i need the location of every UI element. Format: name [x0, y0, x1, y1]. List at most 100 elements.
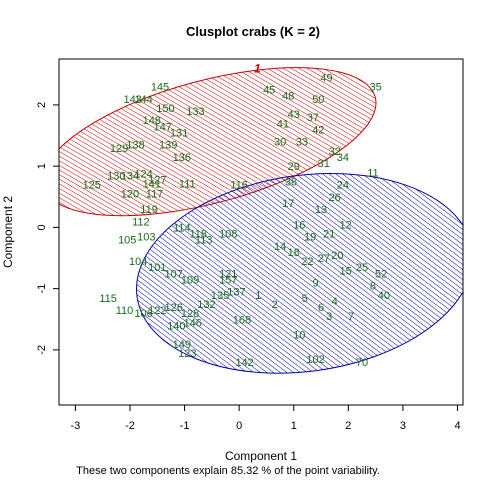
point-label: 127	[148, 175, 166, 187]
point-label: 139	[159, 140, 177, 152]
point-label: 48	[282, 91, 294, 103]
point-label: 110	[116, 305, 134, 317]
point-label: 8	[370, 281, 376, 293]
point-label: 138	[126, 140, 144, 152]
point-label: 123	[178, 348, 196, 360]
x-axis-label: Component 1	[225, 449, 297, 463]
cluster-2-ellipse	[136, 172, 463, 374]
point-label: 17	[282, 198, 294, 210]
point-label: 33	[296, 137, 308, 149]
point-label: 116	[230, 180, 248, 192]
point-label: 109	[181, 274, 199, 286]
x-tick-label: 3	[400, 420, 406, 432]
point-label: 34	[337, 152, 349, 164]
point-label: 143	[124, 94, 142, 106]
point-label: 4	[332, 296, 338, 308]
x-tick-label: 2	[345, 420, 351, 432]
point-label: 113	[195, 235, 213, 247]
point-label: 118	[189, 229, 207, 241]
point-label: 40	[378, 290, 390, 302]
point-label: 19	[304, 232, 316, 244]
y-axis-label: Component 2	[1, 196, 15, 268]
y-tick-label: 1	[36, 163, 48, 169]
point-label: 25	[356, 262, 368, 274]
point-label: 11	[367, 167, 378, 179]
point-label: 9	[313, 278, 319, 290]
x-tick-label: 4	[454, 420, 460, 432]
point-label: 16	[293, 219, 305, 231]
point-label: 107	[164, 268, 182, 280]
y-tick-label: 0	[36, 224, 48, 230]
point-label: 125	[83, 180, 101, 192]
point-label: 18	[288, 247, 300, 259]
point-label: 49	[320, 72, 332, 84]
point-label: 147	[154, 121, 172, 133]
point-label: 115	[99, 293, 117, 305]
point-label: 124	[134, 169, 152, 181]
point-label: 137	[227, 287, 245, 299]
x-tick-label: -2	[125, 420, 135, 432]
point-label: 108	[219, 229, 237, 241]
point-label: 35	[370, 82, 382, 94]
point-label: 101	[148, 262, 166, 274]
x-tick-label: 0	[236, 420, 242, 432]
x-tick-label: -1	[180, 420, 190, 432]
point-label: 50	[312, 94, 324, 106]
chart-title: Clusplot crabs (K = 2)	[186, 24, 320, 39]
point-label: 14	[274, 241, 286, 253]
point-label: 106	[134, 308, 152, 320]
point-label: 10	[293, 330, 305, 342]
point-label: 41	[277, 118, 289, 130]
point-label: 22	[301, 256, 313, 268]
point-label: 7	[348, 311, 354, 323]
point-label: 117	[146, 189, 164, 201]
point-label: 122	[148, 305, 166, 317]
point-label: 114	[173, 222, 191, 234]
point-label: 135	[211, 290, 229, 302]
point-label: 146	[184, 317, 202, 329]
point-label: 2	[272, 299, 278, 311]
point-label: 37	[307, 112, 319, 124]
plot-frame	[58, 58, 464, 406]
point-label: 149	[173, 339, 191, 351]
point-label: 112	[132, 216, 150, 228]
point-label: 13	[315, 204, 327, 216]
point-label: 136	[173, 152, 191, 164]
point-label: 21	[323, 229, 335, 241]
cluster-1-label: 1	[254, 61, 261, 75]
point-label: 5	[302, 293, 308, 305]
point-label: 157	[219, 274, 237, 286]
point-label: 133	[186, 106, 204, 118]
point-label: 24	[337, 180, 349, 192]
point-label: 148	[143, 115, 161, 127]
point-label: 121	[219, 268, 237, 280]
point-label: 30	[274, 137, 286, 149]
point-label: 129	[110, 143, 128, 155]
point-label: 168	[233, 314, 251, 326]
point-label: 104	[129, 256, 147, 268]
point-label: 6	[318, 302, 324, 314]
point-label: 131	[170, 127, 188, 139]
point-label: 130	[107, 170, 125, 182]
point-label: 38	[285, 176, 297, 188]
point-label: 140	[167, 320, 185, 332]
point-label: 15	[339, 265, 351, 277]
point-label: 126	[164, 302, 182, 314]
point-label: 141	[143, 178, 161, 190]
point-label: 26	[329, 192, 341, 204]
x-tick-label: -3	[70, 420, 80, 432]
point-label: 20	[331, 250, 343, 262]
point-label: 42	[312, 124, 324, 136]
point-label: 32	[329, 146, 341, 158]
y-tick-label: -2	[36, 345, 48, 355]
y-tick-label: -1	[36, 284, 48, 294]
x-tick-label: 1	[291, 420, 297, 432]
y-tick-label: 2	[36, 102, 48, 108]
point-label: 52	[375, 268, 387, 280]
point-label: 70	[356, 357, 368, 369]
point-label: 1	[255, 290, 261, 302]
point-label: 119	[140, 204, 158, 216]
point-label: 29	[288, 161, 300, 173]
point-label: 128	[181, 308, 199, 320]
